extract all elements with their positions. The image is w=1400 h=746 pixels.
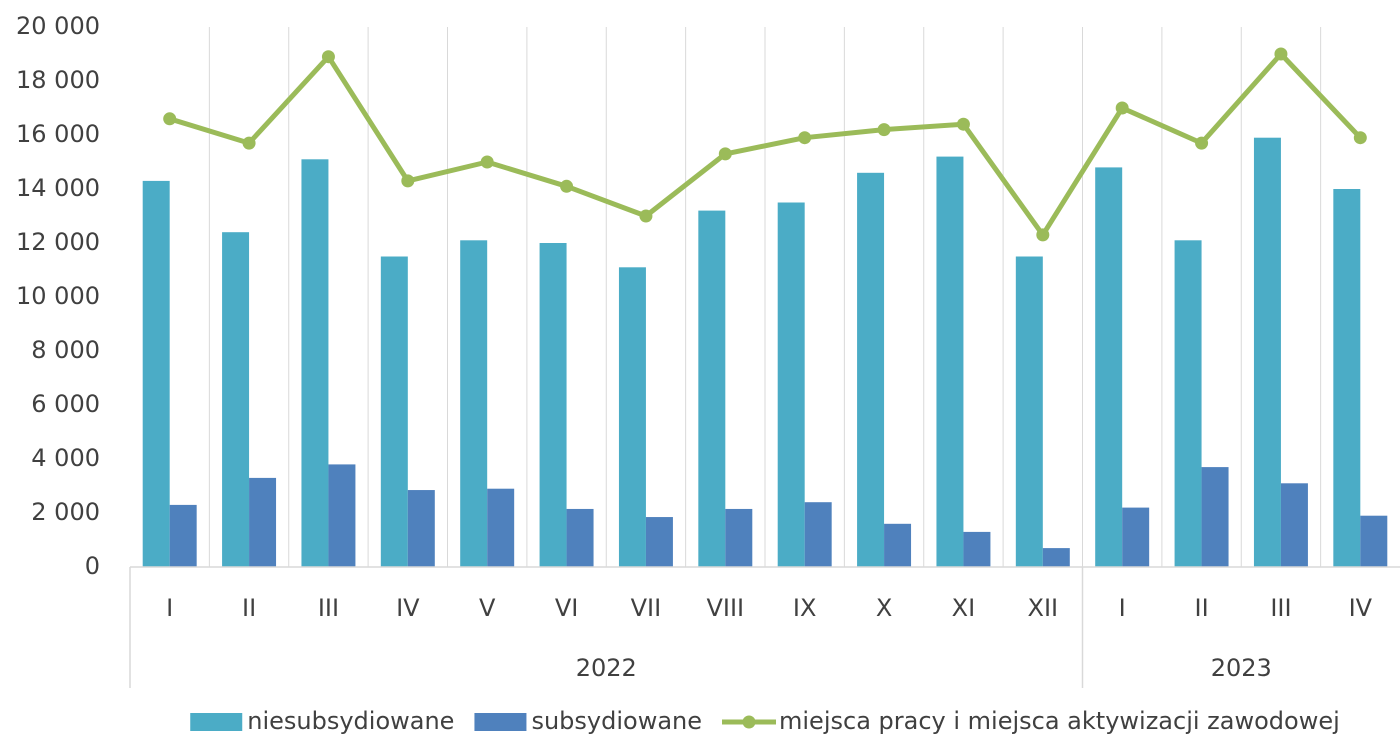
bar — [1174, 240, 1202, 568]
line-marker — [560, 179, 574, 193]
line-marker — [1274, 47, 1288, 61]
x-tick-label: VII — [631, 594, 662, 622]
legend-swatch — [190, 713, 243, 731]
bar — [1253, 137, 1281, 567]
bar — [1360, 515, 1388, 567]
bar — [936, 156, 964, 567]
bar — [222, 232, 250, 567]
bar — [1280, 483, 1308, 567]
bar — [618, 267, 646, 567]
bar — [857, 172, 885, 568]
bar — [407, 490, 435, 567]
legend: niesubsydiowane subsydiowane miejsca pracy… — [190, 707, 1340, 735]
x-tick-label: I — [1119, 594, 1126, 622]
legend-label: niesubsydiowane — [247, 707, 454, 735]
y-tick-label: 18 000 — [16, 66, 100, 94]
y-tick-label: 0 — [85, 552, 100, 580]
legend-swatch — [742, 715, 756, 729]
x-tick-label: V — [479, 594, 496, 622]
y-tick-label: 14 000 — [16, 174, 100, 202]
legend-swatch — [474, 713, 527, 731]
line-marker — [480, 155, 494, 169]
x-group-label: 2023 — [1211, 654, 1272, 682]
bar — [698, 210, 726, 567]
line-marker — [639, 209, 653, 223]
x-tick-label: I — [166, 594, 173, 622]
legend-label: subsydiowane — [531, 707, 702, 735]
bar — [884, 523, 912, 567]
y-tick-label: 20 000 — [16, 12, 100, 40]
bar — [645, 517, 673, 567]
y-tick-label: 6 000 — [31, 390, 100, 418]
line-marker — [321, 50, 335, 64]
bar — [301, 159, 329, 568]
y-tick-label: 12 000 — [16, 228, 100, 256]
x-tick-label: X — [876, 594, 892, 622]
y-tick-label: 16 000 — [16, 120, 100, 148]
y-tick-label: 10 000 — [16, 282, 100, 310]
line-marker — [1353, 131, 1367, 145]
bar — [1015, 256, 1043, 567]
x-tick-label: IX — [793, 594, 817, 622]
bar — [777, 202, 805, 567]
bar — [1042, 548, 1070, 567]
line — [168, 51, 1363, 238]
x-tick-label: IV — [1349, 594, 1373, 622]
x-tick-label: XII — [1028, 594, 1059, 622]
y-tick-label: 8 000 — [31, 336, 100, 364]
bar — [1201, 467, 1229, 567]
x-tick-label: III — [1270, 594, 1291, 622]
bar — [725, 508, 753, 567]
bar — [804, 502, 832, 567]
x-tick-label: VI — [555, 594, 579, 622]
x-group-label: 2022 — [576, 654, 637, 682]
line-marker — [1115, 101, 1129, 115]
bar — [1122, 507, 1150, 567]
line-marker — [401, 174, 415, 188]
bar — [963, 531, 991, 567]
line-marker — [163, 112, 177, 126]
line-marker — [1195, 136, 1209, 150]
x-tick-label: II — [242, 594, 256, 622]
bar — [380, 256, 408, 567]
bar — [539, 243, 567, 567]
line-marker — [798, 131, 812, 145]
bar — [1333, 189, 1361, 567]
bar — [169, 504, 197, 567]
line-marker — [956, 117, 970, 131]
y-tick-label: 4 000 — [31, 444, 100, 472]
bar — [328, 464, 356, 567]
x-tick-label: VIII — [706, 594, 744, 622]
bar — [142, 180, 170, 567]
line-marker — [242, 136, 256, 150]
line-marker — [718, 147, 732, 161]
bar — [487, 488, 515, 567]
bar — [460, 240, 488, 568]
bar — [1095, 167, 1123, 567]
line-marker — [877, 123, 891, 137]
x-tick-label: III — [318, 594, 339, 622]
bar — [249, 477, 277, 567]
legend-label: miejsca pracy i miejsca aktywizacji zawo… — [779, 707, 1340, 735]
bar — [566, 508, 594, 567]
x-tick-label: XI — [952, 594, 976, 622]
y-tick-label: 2 000 — [31, 498, 100, 526]
line-marker — [1036, 228, 1050, 242]
x-tick-label: II — [1194, 594, 1208, 622]
x-tick-label: IV — [396, 594, 420, 622]
